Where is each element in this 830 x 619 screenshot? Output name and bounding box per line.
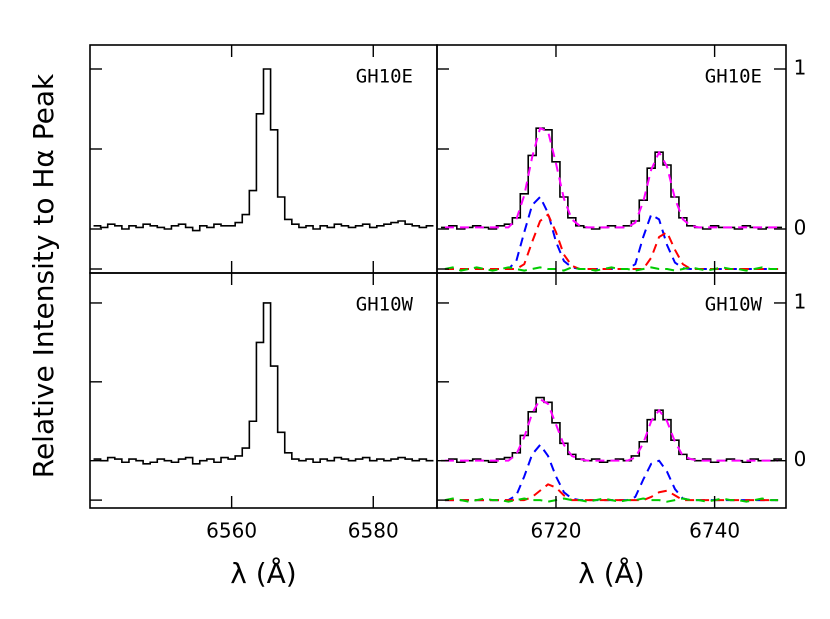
panel-label: GH10W [356, 294, 414, 316]
fit-line [444, 398, 779, 462]
fit-line [444, 483, 779, 502]
fit-line [444, 443, 779, 502]
fit-line [444, 127, 779, 229]
x-tick-label: 6720 [531, 519, 582, 543]
fit-line [444, 266, 779, 272]
y2-tick-label: 0 [794, 447, 807, 471]
y2-tick-label: 1 [794, 56, 807, 80]
fit-line [444, 196, 779, 270]
panel [440, 396, 783, 503]
panel [93, 302, 434, 465]
y-axis-label: Relative Intensity to Hα Peak [27, 73, 60, 478]
panel-label: GH10W [705, 294, 763, 316]
panel-label: GH10E [356, 66, 413, 88]
panel [440, 127, 783, 272]
panel-frame [436, 272, 787, 509]
spectrum [440, 127, 783, 230]
fit-line [444, 497, 779, 503]
panel [93, 68, 434, 232]
y2-tick-label: 0 [794, 216, 807, 240]
spectrum [93, 302, 434, 465]
x-tick-label: 6580 [348, 519, 399, 543]
x-tick-label: 6560 [206, 519, 257, 543]
y2-tick-label: 1 [794, 289, 807, 313]
spectrum [93, 68, 434, 232]
x-axis-label: λ (Å) [230, 556, 296, 590]
fit-line [444, 213, 779, 270]
panel-label: GH10E [705, 66, 762, 88]
spectrum [440, 396, 783, 464]
x-axis-label: λ (Å) [578, 556, 644, 590]
x-tick-label: 6740 [689, 519, 740, 543]
